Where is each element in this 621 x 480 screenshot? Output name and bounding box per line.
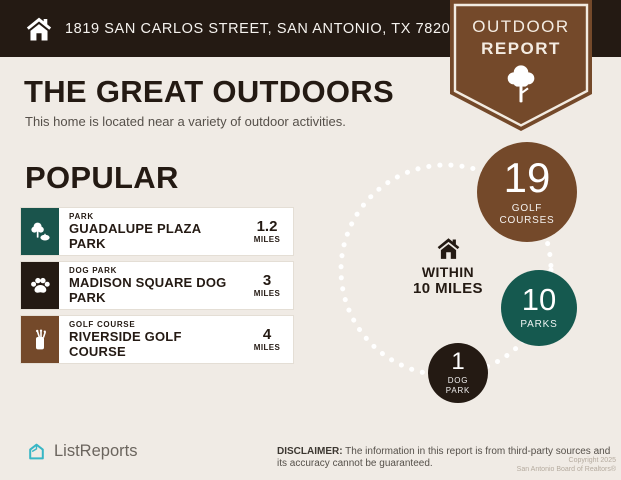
stat-label: PARKS: [520, 319, 558, 331]
item-distance: 4 MILES: [247, 316, 293, 363]
golf-icon-tile: [21, 316, 59, 364]
badge-title: OUTDOOR REPORT: [450, 17, 592, 59]
distance-value: 3: [262, 272, 272, 290]
list-item-park: PARK GUADALUPE PLAZA PARK 1.2 MILES: [20, 207, 294, 257]
tree-icon: [507, 65, 535, 103]
stat-dog-park: 1 DOG PARK: [428, 343, 488, 403]
listreports-logo-icon: [29, 443, 44, 460]
golf-bag-icon: [36, 329, 46, 350]
item-category: DOG PARK: [69, 266, 118, 276]
distance-unit: MILES: [253, 235, 281, 245]
list-item-text: GOLF COURSE RIVERSIDE GOLF COURSE: [59, 316, 247, 363]
list-item-text: DOG PARK MADISON SQUARE DOG PARK: [59, 262, 247, 309]
park-icon-tile: [21, 208, 59, 256]
stat-value: 19: [503, 153, 551, 201]
stat-label-line2: COURSES: [499, 215, 555, 226]
brand-name: ListReports: [54, 442, 138, 460]
stat-value: 1: [451, 348, 465, 375]
dog-park-icon-tile: [21, 262, 59, 310]
list-item-text: PARK GUADALUPE PLAZA PARK: [59, 208, 247, 255]
badge-line1: OUTDOOR: [472, 17, 570, 36]
copyright-line2: San Antonio Board of Realtors®: [516, 466, 616, 473]
radius-center-label: WITHIN 10 MILES: [400, 236, 496, 297]
badge-line2: REPORT: [481, 39, 561, 58]
property-address: 1819 SAN CARLOS STREET, SAN ANTONIO, TX …: [65, 20, 459, 37]
stat-label-line1: DOG: [447, 376, 469, 385]
distance-unit: MILES: [253, 289, 281, 299]
item-name: GUADALUPE PLAZA PARK: [69, 221, 201, 251]
item-category: PARK: [69, 212, 94, 221]
list-item-golf-course: GOLF COURSE RIVERSIDE GOLF COURSE 4 MILE…: [20, 315, 294, 365]
item-name: RIVERSIDE GOLF COURSE: [69, 329, 182, 359]
outdoor-report-badge: OUTDOOR REPORT: [450, 0, 592, 132]
list-item-dog-park: DOG PARK MADISON SQUARE DOG PARK 3 MILES: [20, 261, 294, 311]
distance-value: 1.2: [256, 218, 278, 236]
distance-value: 4: [262, 326, 272, 344]
item-distance: 3 MILES: [247, 262, 293, 309]
page-title: THE GREAT OUTDOORS: [24, 74, 394, 109]
stat-label: DOG PARK: [446, 376, 470, 396]
copyright-watermark: Copyright 2025 San Antonio Board of Real…: [517, 456, 616, 474]
copyright-line1: Copyright 2025: [568, 457, 616, 464]
disclaimer-text: The information in this report is from t…: [277, 446, 611, 469]
paw-icon: [31, 277, 50, 293]
stat-parks: 10 PARKS: [501, 270, 577, 346]
stat-label-line2: PARK: [445, 386, 471, 395]
popular-list: PARK GUADALUPE PLAZA PARK 1.2 MILES DOG …: [20, 207, 294, 365]
home-icon: [26, 17, 52, 41]
distance-unit: MILES: [253, 343, 281, 353]
popular-heading: POPULAR: [25, 160, 179, 195]
stat-golf-courses: 19 GOLF COURSES: [477, 142, 577, 242]
listreports-brand: ListReports: [26, 441, 137, 462]
home-icon: [437, 238, 459, 259]
stat-label-line1: GOLF: [511, 202, 543, 214]
page-subtitle: This home is located near a variety of o…: [25, 114, 346, 129]
radius-label-line2: 10 MILES: [413, 280, 483, 297]
disclaimer-label: DISCLAIMER:: [277, 446, 343, 457]
radius-label-line1: WITHIN: [421, 264, 475, 280]
stat-value: 10: [521, 282, 557, 318]
item-name: MADISON SQUARE DOG PARK: [69, 275, 227, 305]
item-category: GOLF COURSE: [69, 320, 136, 330]
item-distance: 1.2 MILES: [247, 208, 293, 255]
stat-label: GOLF COURSES: [499, 203, 554, 228]
park-tree-icon: [31, 222, 50, 241]
disclaimer: DISCLAIMER: The information in this repo…: [277, 446, 617, 469]
